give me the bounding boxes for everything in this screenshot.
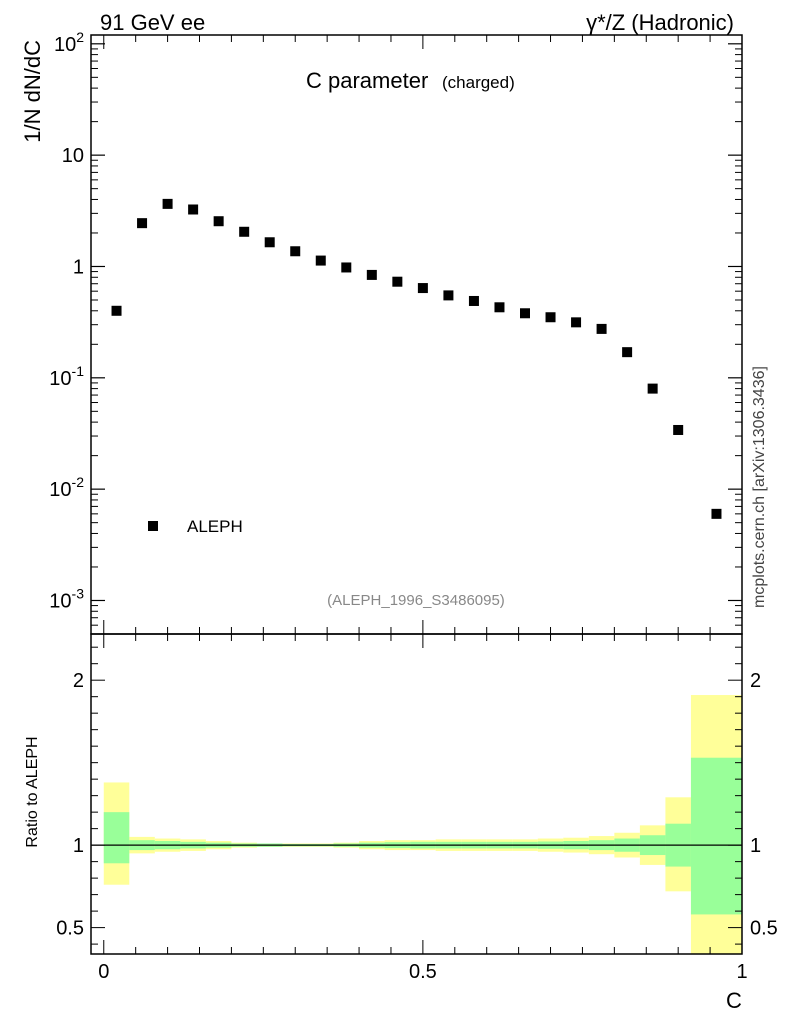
bottom-x-tick-label: 0.5 <box>409 961 437 983</box>
data-point-aleph <box>188 204 199 215</box>
top-y-axis-label: 1/N dN/dC <box>20 40 45 143</box>
data-point-aleph <box>622 347 633 358</box>
data-point-aleph <box>392 276 403 287</box>
bottom-y-tick-label-left: 0.5 <box>56 918 84 940</box>
stat-band-bin <box>690 757 742 915</box>
legend-label-aleph: ALEPH <box>187 517 243 536</box>
data-point-aleph <box>366 269 377 280</box>
data-point-aleph <box>417 283 428 294</box>
bottom-y-tick-label-right: 2 <box>750 670 761 692</box>
header-right-label: γ*/Z (Hadronic) <box>586 10 734 35</box>
top-chart-title: C parameter <box>306 68 428 93</box>
data-point-aleph <box>341 262 352 273</box>
bottom-x-tick-label: 0 <box>98 961 109 983</box>
top-y-tick-label: 1 <box>73 256 84 278</box>
top-panel-frame <box>90 34 743 635</box>
bottom-y-tick-label-right: 0.5 <box>750 918 778 940</box>
data-point-aleph <box>545 312 556 323</box>
data-point-aleph <box>711 508 722 519</box>
data-point-aleph <box>264 237 275 248</box>
legend-marker-aleph <box>148 521 158 531</box>
side-note: mcplots.cern.ch [arXiv:1306.3436] <box>751 366 768 608</box>
data-point-aleph <box>596 323 607 334</box>
bottom-panel-frame <box>90 633 743 955</box>
top-chart-title-suffix: (charged) <box>442 73 515 92</box>
header-left-label: 91 GeV ee <box>100 10 205 35</box>
bottom-panel: 0.5 0.51 12 2 0 0.5 1 Ratio to ALEPH C <box>24 633 778 1013</box>
top-y-tick-label: 10-2 <box>49 474 84 501</box>
top-y-tick-label: 10-3 <box>49 585 84 612</box>
analysis-id-label: (ALEPH_1996_S3486095) <box>327 592 505 609</box>
data-point-aleph <box>443 290 454 301</box>
data-point-aleph <box>111 305 122 316</box>
top-data-points <box>111 198 722 519</box>
bottom-x-tick-label: 1 <box>736 961 747 983</box>
data-point-aleph <box>647 383 658 394</box>
bottom-x-axis-label: C <box>726 988 742 1013</box>
top-y-ticks: 10-3 10-2 10-1 1 10 102 <box>49 29 743 634</box>
data-point-aleph <box>494 302 505 313</box>
top-y-tick-label: 102 <box>54 29 84 56</box>
bottom-y-tick-label-left: 1 <box>73 835 84 857</box>
bottom-y-axis-label: Ratio to ALEPH <box>24 736 41 847</box>
bottom-y-tick-label-left: 2 <box>73 670 84 692</box>
top-y-tick-label: 10 <box>62 145 84 167</box>
data-point-aleph <box>520 308 530 319</box>
data-point-aleph <box>468 295 479 306</box>
data-point-aleph <box>315 255 326 266</box>
data-point-aleph <box>213 216 224 227</box>
bottom-x-ticks: 0 0.5 1 <box>98 634 748 983</box>
data-point-aleph <box>162 198 173 209</box>
data-point-aleph <box>290 246 301 257</box>
data-point-aleph <box>239 226 250 237</box>
bottom-y-tick-label-right: 1 <box>750 835 761 857</box>
bottom-y-ticks: 0.5 0.5 1 1 2 2 <box>56 646 778 945</box>
data-point-aleph <box>571 317 582 328</box>
data-point-aleph <box>673 424 684 435</box>
data-point-aleph <box>137 218 148 229</box>
top-panel: C parameter (charged) 1/N dN/dC 10-3 10-2… <box>20 29 743 635</box>
ratio-bands <box>103 695 742 954</box>
stat-band-bin <box>103 812 130 864</box>
top-y-tick-label: 10-1 <box>49 363 84 390</box>
